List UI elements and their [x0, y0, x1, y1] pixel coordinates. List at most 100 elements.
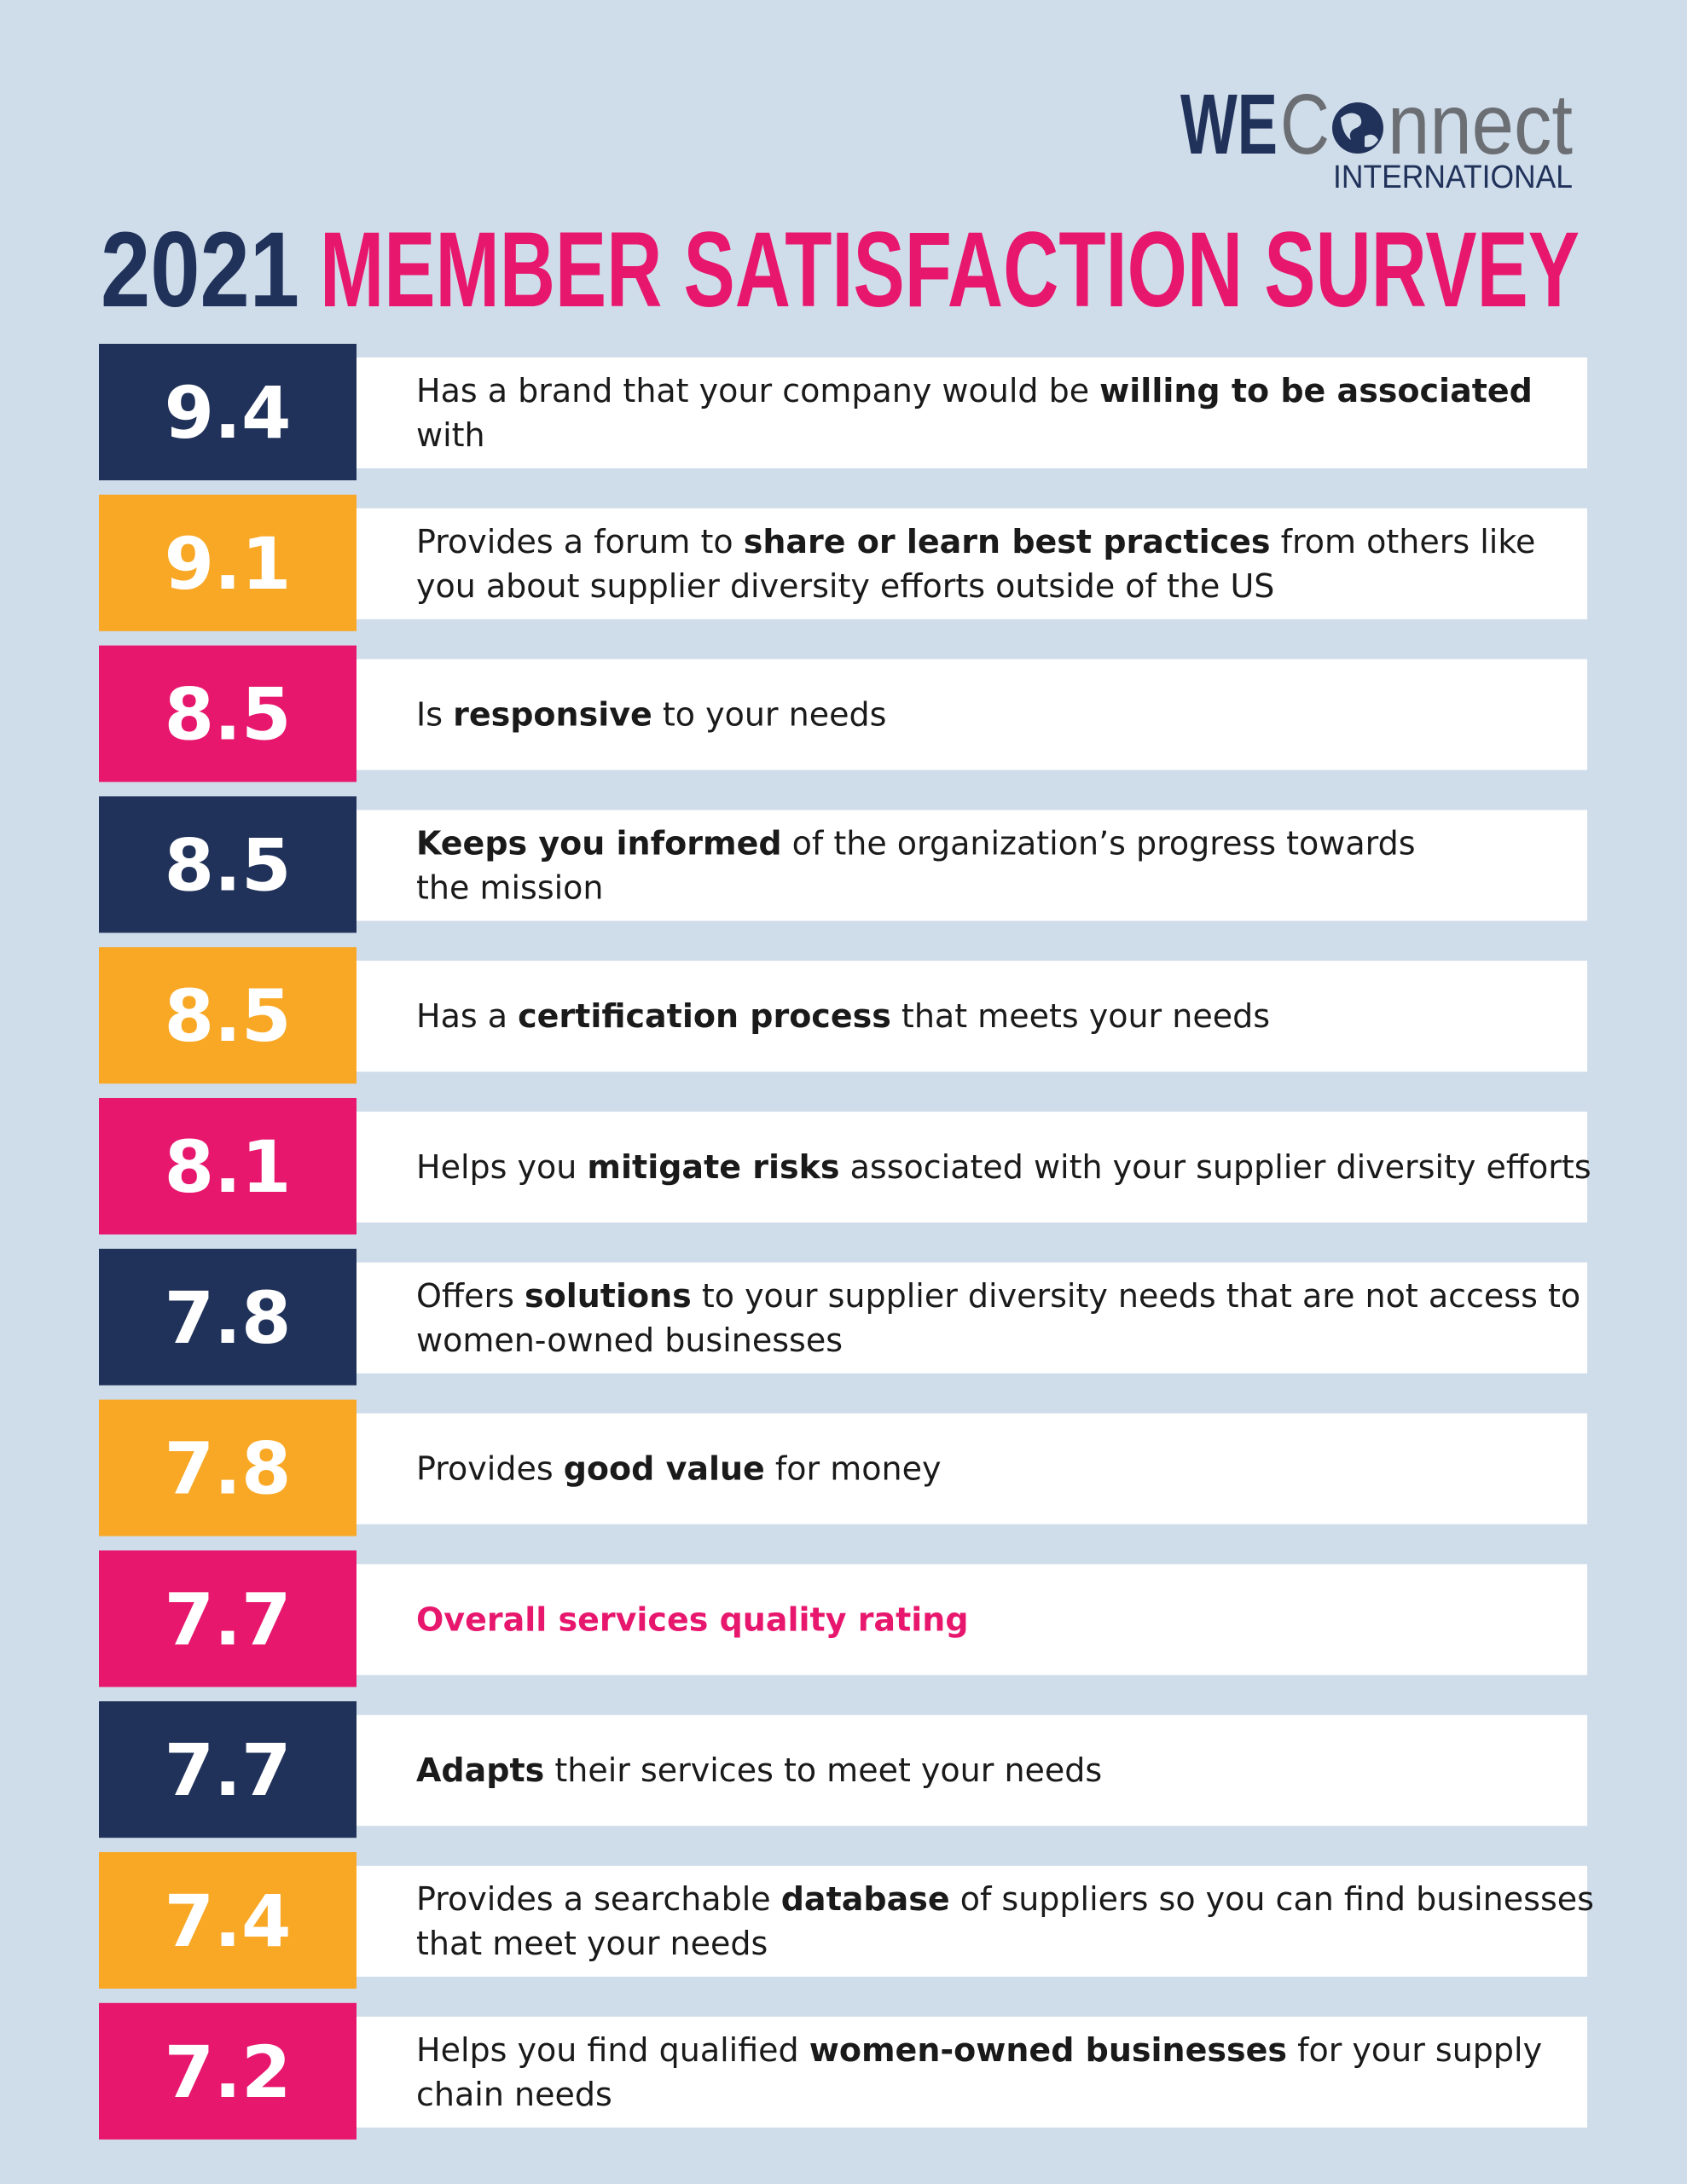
score: 7.7 — [165, 1577, 292, 1661]
description-bar — [357, 1413, 1587, 1525]
description-part: associated with your supplier diversity … — [840, 1148, 1591, 1186]
description-line: you about supplier diversity efforts out… — [416, 567, 1274, 605]
description-part: you about supplier diversity efforts out… — [416, 567, 1274, 605]
description-part: Overall services quality rating — [416, 1600, 969, 1638]
description-part: Keeps you informed — [416, 824, 782, 862]
score: 9.4 — [165, 371, 292, 455]
logo-international: INTERNATIONAL — [1333, 160, 1573, 195]
description-part: Helps you find qualified — [416, 2031, 809, 2069]
logo-c: C — [1280, 77, 1330, 172]
score-box — [99, 1550, 357, 1687]
survey-item: 7.4 Provides a searchable database of sup… — [99, 1852, 1594, 1989]
description-part: from others like — [1271, 523, 1536, 561]
score-box — [99, 1852, 357, 1989]
description-line: Helps you mitigate risks associated with… — [416, 1148, 1591, 1186]
description-bar — [357, 1262, 1587, 1374]
logo-globe — [1332, 102, 1383, 154]
description-part: of suppliers so you can find businesses — [950, 1880, 1594, 1918]
description-part: Helps you — [416, 1148, 587, 1186]
description-part: Is — [416, 696, 453, 734]
description-part: that meet your needs — [416, 1925, 768, 1962]
description-line: Has a certification process that meets y… — [416, 997, 1270, 1035]
survey-item: 7.8 Provides good value for money — [99, 1399, 1587, 1536]
score-box — [99, 1098, 357, 1234]
description-part: share or learn best practices — [744, 523, 1271, 561]
description-part: to your supplier diversity needs that ar… — [692, 1277, 1580, 1315]
description-part: chain needs — [416, 2076, 612, 2113]
description-part: their services to meet your needs — [544, 1751, 1102, 1789]
description-part: Adapts — [416, 1751, 544, 1789]
description-part: with — [416, 416, 485, 454]
description-part: Provides — [416, 1450, 564, 1488]
description-bar — [357, 508, 1587, 619]
description-part: Provides a searchable — [416, 1880, 781, 1918]
description-part: for your supply — [1287, 2031, 1542, 2069]
score: 8.5 — [165, 974, 292, 1058]
survey-item: 7.7 Adapts their services to meet your ne… — [99, 1701, 1587, 1838]
description-line: Provides a searchable database of suppli… — [416, 1880, 1594, 1918]
score: 7.4 — [165, 1879, 292, 1963]
score-box — [99, 344, 357, 480]
description-bar — [357, 1866, 1587, 1977]
score-box — [99, 494, 357, 631]
logo-nnect: nnect — [1388, 77, 1573, 172]
score: 7.8 — [165, 1427, 292, 1511]
description-part: Has a brand that your company would be — [416, 372, 1099, 410]
survey-item: 9.1 Provides a forum to share or learn be… — [99, 494, 1587, 631]
description-part: to your needs — [652, 696, 887, 734]
description-bar — [357, 2016, 1587, 2128]
description-line: Adapts their services to meet your needs — [416, 1751, 1102, 1789]
description-bar — [357, 1564, 1587, 1676]
description-line: Offers solutions to your supplier divers… — [416, 1277, 1580, 1315]
description-bar — [357, 1715, 1587, 1827]
survey-item: 7.7 Overall services quality rating — [99, 1550, 1587, 1687]
description-bar — [357, 357, 1587, 468]
score-box — [99, 2002, 357, 2140]
score: 9.1 — [165, 522, 292, 606]
description-line: chain needs — [416, 2076, 612, 2113]
score-box — [99, 1248, 357, 1385]
description-line: Is responsive to your needs — [416, 696, 886, 734]
survey-item: 8.1 Helps you mitigate risks associated w… — [99, 1098, 1591, 1234]
score: 8.5 — [165, 673, 292, 757]
description-line: that meet your needs — [416, 1925, 768, 1962]
logo-globe-land — [1341, 113, 1378, 148]
score-box — [99, 1399, 357, 1536]
description-line: the mission — [416, 868, 604, 906]
title-text: MEMBER SATISFACTION SURVEY — [320, 211, 1580, 329]
description-line: Has a brand that your company would be w… — [416, 372, 1533, 410]
description-part: responsive — [453, 696, 652, 734]
description-line: Helps you find qualified women-owned bus… — [416, 2031, 1542, 2069]
description-part: for money — [765, 1450, 942, 1488]
description-line: Provides good value for money — [416, 1450, 941, 1488]
description-part: certification process — [518, 997, 891, 1035]
survey-item: 7.8 Offers solutions to your supplier div… — [99, 1248, 1587, 1385]
description-bar — [357, 961, 1587, 1072]
description-part: willing to be associated — [1099, 372, 1533, 410]
score-box — [99, 1701, 357, 1838]
score: 7.2 — [165, 2030, 292, 2114]
score-box — [99, 645, 357, 782]
description-part: the mission — [416, 868, 604, 906]
score: 7.8 — [165, 1276, 292, 1360]
description-part: that meets your needs — [891, 997, 1270, 1035]
description-part: women-owned businesses — [809, 2031, 1287, 2069]
score-box — [99, 947, 357, 1084]
survey-item: 8.5 Is responsive to your needs — [99, 645, 1587, 782]
description-part: women-owned businesses — [416, 1321, 843, 1359]
description-line: Overall services quality rating — [416, 1600, 969, 1638]
description-bar — [357, 810, 1587, 921]
description-line: Keeps you informed of the organization’s… — [416, 824, 1416, 862]
description-part: of the organization’s progress towards — [782, 824, 1416, 862]
description-part: solutions — [525, 1277, 692, 1315]
score: 8.1 — [165, 1125, 292, 1209]
description-line: women-owned businesses — [416, 1321, 843, 1359]
description-part: Offers — [416, 1277, 525, 1315]
score: 8.5 — [165, 823, 292, 907]
survey-item: 9.4 Has a brand that your company would b… — [99, 344, 1587, 480]
score: 7.7 — [165, 1728, 292, 1812]
survey-item: 8.5 Keeps you informed of the organizatio… — [99, 796, 1587, 933]
description-part: Has a — [416, 997, 518, 1035]
